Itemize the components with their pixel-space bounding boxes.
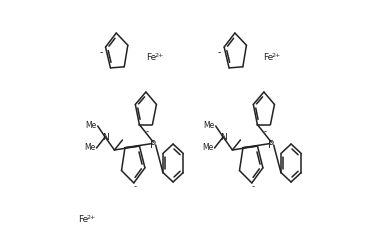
Text: Me: Me <box>202 143 213 152</box>
Text: -: - <box>252 182 255 191</box>
Text: 2+: 2+ <box>272 53 281 58</box>
Text: -: - <box>134 182 137 191</box>
Text: 2+: 2+ <box>87 215 96 220</box>
Text: N: N <box>102 132 108 142</box>
Text: -: - <box>145 127 148 136</box>
Text: -: - <box>218 47 221 57</box>
Text: Me: Me <box>203 121 215 130</box>
Text: 2+: 2+ <box>155 53 164 58</box>
Text: Me: Me <box>84 143 95 152</box>
Text: P: P <box>150 140 156 150</box>
Text: N: N <box>220 132 227 142</box>
Text: Fe: Fe <box>263 53 274 62</box>
Text: Me: Me <box>85 121 97 130</box>
Text: Fe: Fe <box>78 215 88 224</box>
Text: Fe: Fe <box>146 53 156 62</box>
Text: -: - <box>263 127 266 136</box>
Text: P: P <box>268 140 274 150</box>
Text: -: - <box>99 47 103 57</box>
